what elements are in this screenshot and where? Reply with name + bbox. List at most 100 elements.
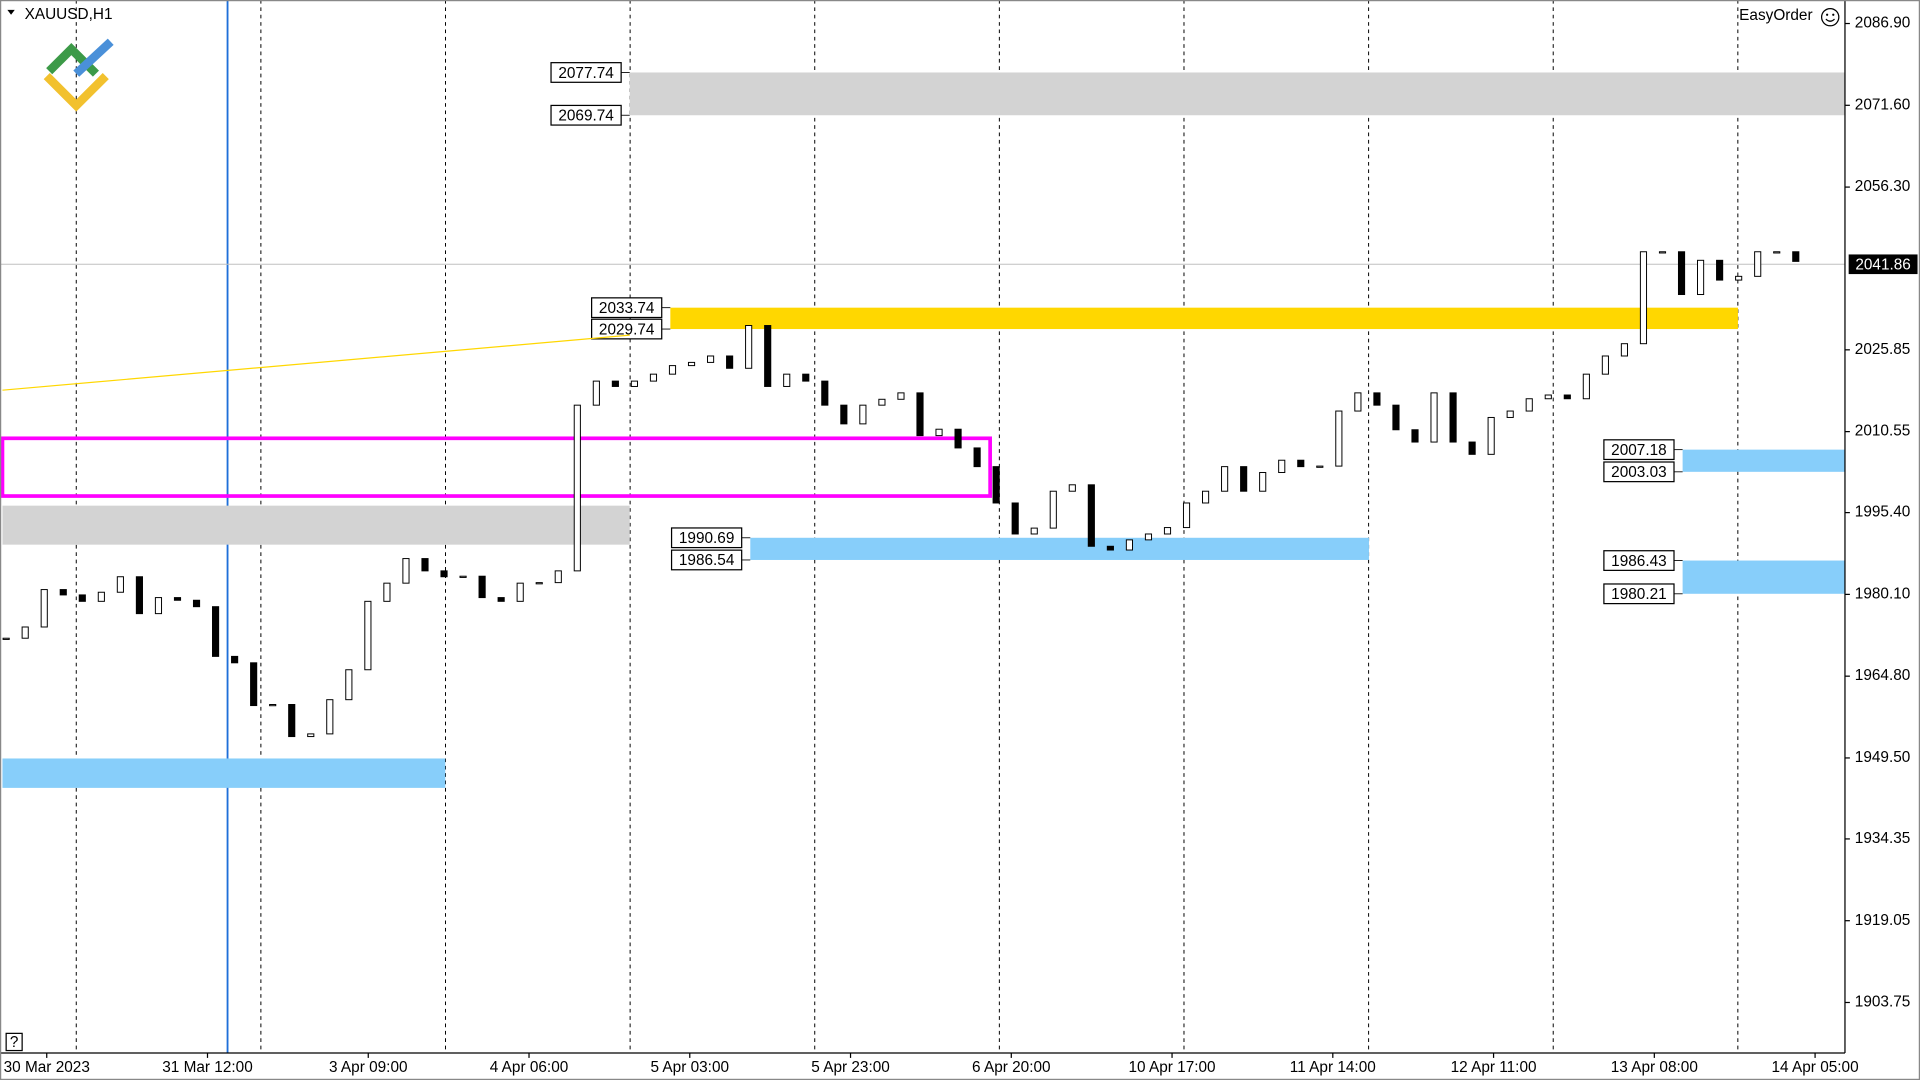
candle [878, 398, 886, 406]
candle [821, 380, 829, 406]
y-tick-label: 1934.35 [1855, 830, 1911, 847]
smiley-icon[interactable] [1820, 7, 1840, 27]
candle [78, 594, 86, 602]
current-price-box [1848, 254, 1918, 275]
candle [1030, 527, 1038, 535]
x-tick-label: 14 Apr 05:00 [1772, 1059, 1859, 1076]
candle [764, 325, 772, 387]
candle [154, 597, 163, 615]
easyorder-label[interactable]: EasyOrder [1739, 7, 1812, 24]
candle [1144, 533, 1153, 541]
x-tick-label: 12 Apr 11:00 [1451, 1059, 1537, 1076]
zone-price-box [550, 104, 622, 126]
candle [859, 404, 867, 425]
candle [1049, 490, 1057, 529]
candle [116, 576, 124, 593]
candle [1506, 410, 1514, 418]
zone-price-box [1603, 583, 1675, 605]
candle [440, 570, 448, 578]
candle [1125, 539, 1133, 551]
zone-price-label: 1990.69 [679, 530, 735, 547]
y-tick-label: 1919.05 [1855, 912, 1911, 929]
symbol-menu-arrow[interactable] [7, 9, 15, 15]
y-tick-label: 2025.85 [1855, 341, 1911, 358]
candle [1221, 466, 1229, 492]
zone-price-label: 2069.74 [558, 108, 614, 125]
candle [1182, 502, 1191, 529]
candle [707, 355, 715, 363]
zone-price-label: 2033.74 [599, 300, 655, 317]
candle [611, 380, 619, 387]
zone-price-label: 1986.43 [1611, 553, 1667, 570]
logo [43, 38, 114, 112]
candle [1525, 398, 1533, 412]
candle [135, 576, 143, 615]
zone [1682, 449, 1845, 472]
zone [1682, 560, 1845, 594]
candle [573, 404, 581, 572]
x-tick-label: 5 Apr 23:00 [811, 1059, 890, 1076]
x-tick-label: 3 Apr 09:00 [329, 1059, 408, 1076]
candle [1468, 441, 1476, 455]
candle [973, 447, 981, 468]
x-tick-label: 31 Mar 12:00 [162, 1059, 253, 1076]
candle [1773, 251, 1781, 254]
zone-price-box [550, 62, 622, 83]
zone [2, 505, 630, 545]
help-button[interactable] [5, 1032, 23, 1052]
y-tick-label: 2086.90 [1855, 15, 1911, 32]
candle [592, 380, 600, 406]
candle [1754, 251, 1762, 277]
y-tick-label: 2071.60 [1855, 96, 1911, 113]
y-tick-label: 1964.80 [1855, 667, 1911, 684]
candle [2, 637, 10, 640]
candle [1735, 275, 1743, 281]
candle [802, 373, 810, 382]
candle [402, 558, 410, 584]
y-tick-label: 2010.55 [1855, 423, 1911, 440]
candle [345, 669, 353, 701]
candle [1163, 527, 1172, 535]
help-label[interactable]: ? [10, 1034, 19, 1051]
candle [192, 599, 201, 608]
candle [897, 392, 905, 400]
x-tick-label: 11 Apr 14:00 [1290, 1059, 1376, 1076]
x-tick-label: 4 Apr 06:00 [490, 1059, 569, 1076]
candle [1716, 259, 1724, 281]
candle [649, 373, 658, 382]
candle [1297, 459, 1305, 468]
candle [783, 373, 791, 387]
zone [629, 72, 1845, 116]
candle [1487, 416, 1495, 455]
candle [1620, 343, 1628, 357]
zone-price-label: 2007.18 [1611, 442, 1667, 459]
candle [1582, 373, 1590, 400]
candle [478, 575, 486, 599]
trendline [2, 334, 630, 391]
candle [687, 361, 696, 367]
candle [1316, 465, 1324, 468]
candle [383, 582, 391, 602]
candle [992, 466, 1000, 504]
x-tick-label: 6 Apr 20:00 [972, 1059, 1051, 1076]
current-price-label: 2041.86 [1855, 257, 1911, 274]
candle [1259, 472, 1267, 492]
candle [1106, 545, 1114, 551]
zone [670, 307, 1738, 330]
x-tick-label: 10 Apr 17:00 [1128, 1059, 1215, 1076]
candle [1449, 392, 1457, 443]
zone-price-box [591, 297, 663, 319]
candle [1240, 466, 1248, 492]
candle [916, 392, 924, 437]
candle [1068, 484, 1076, 492]
candle [421, 558, 429, 572]
zone [750, 537, 1369, 560]
zone-price-label: 2003.03 [1611, 464, 1667, 481]
candle [745, 325, 753, 369]
candle [326, 699, 334, 735]
candle [307, 733, 315, 738]
candle [1601, 355, 1609, 375]
candle [21, 626, 29, 639]
zone-price-box [1603, 439, 1675, 461]
